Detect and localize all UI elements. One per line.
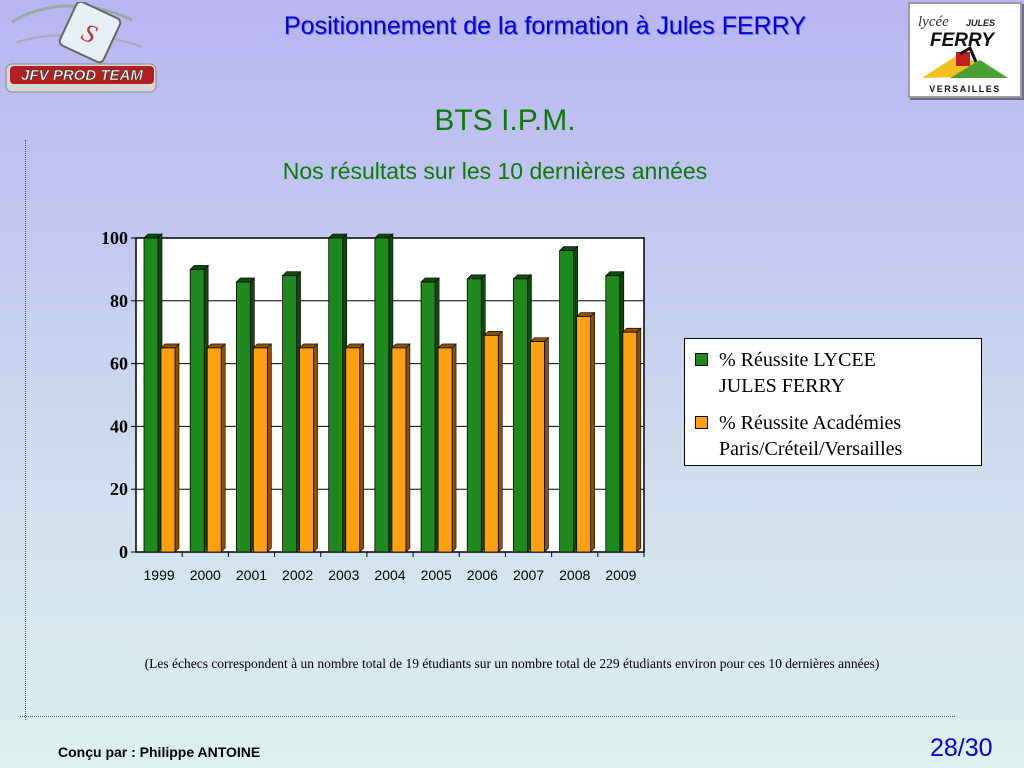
x-tick-label: 2003 — [328, 567, 359, 583]
logo-versailles: VERSAILLES — [929, 84, 1001, 94]
logo-ferry: FERRY — [930, 30, 996, 51]
horizontal-divider — [20, 716, 955, 717]
x-tick-label: 2004 — [374, 567, 405, 583]
slide-title: Positionnement de la formation à Jules F… — [283, 12, 807, 40]
bar-academies — [160, 347, 176, 553]
x-tick-label: 2005 — [421, 567, 452, 583]
vertical-divider — [25, 140, 26, 720]
bar-side — [590, 311, 595, 553]
left-logo-text: JFV PROD TEAM — [21, 67, 143, 84]
bar-lycee — [513, 278, 528, 553]
y-tick-label: 40 — [110, 416, 128, 436]
bar-side — [174, 343, 180, 553]
y-tick-label: 80 — [110, 291, 128, 311]
bar-academies — [345, 347, 361, 553]
bar-side — [451, 343, 457, 553]
bar-academies — [391, 347, 407, 553]
bar-side — [636, 327, 642, 553]
legend-label-lycee-1: % Réussite LYCEE — [719, 349, 876, 371]
bar-lycee — [235, 281, 251, 553]
x-tick-label: 1999 — [144, 567, 175, 583]
bar-lycee — [420, 281, 436, 553]
x-tick-label: 2002 — [282, 567, 313, 583]
legend-swatch-academies — [695, 416, 708, 429]
bar-lycee — [466, 278, 482, 553]
bar-lycee — [605, 275, 621, 553]
x-tick-label: 2008 — [559, 567, 590, 583]
bar-lycee — [374, 237, 390, 553]
legend-label-academies-1: % Réussite Académies — [719, 412, 902, 434]
bar-academies — [206, 347, 222, 553]
bar-side — [497, 330, 503, 553]
bar-side — [267, 343, 272, 553]
y-tick-label: 20 — [110, 479, 128, 499]
x-tick-label: 2006 — [467, 567, 498, 583]
bar-academies — [576, 316, 592, 553]
bar-lycee — [328, 237, 344, 553]
y-tick-label: 60 — [110, 354, 128, 374]
bar-lycee — [143, 237, 159, 553]
bar-lycee — [282, 275, 297, 553]
bar-academies — [437, 347, 453, 553]
chart-legend: % Réussite LYCEE JULES FERRY % Réussite … — [684, 338, 982, 466]
author-credit: Conçu par : Philippe ANTOINE — [58, 744, 261, 760]
bar-academies — [530, 341, 545, 553]
legend-swatch-lycee — [695, 353, 708, 366]
x-tick-label: 2007 — [513, 567, 544, 583]
bar-side — [313, 343, 318, 553]
lycee-jules-ferry-logo: lycée JULES FERRY VERSAILLES — [908, 2, 1022, 98]
bar-lycee — [559, 250, 575, 553]
legend-label-academies-2: Paris/Créteil/Versailles — [719, 438, 903, 460]
legend-label-lycee-2: JULES FERRY — [719, 375, 846, 397]
logo-jules: JULES — [966, 18, 995, 28]
bar-academies — [299, 347, 314, 553]
x-tick-label: 2009 — [605, 567, 636, 583]
bar-lycee — [189, 268, 205, 553]
bar-academies — [622, 331, 638, 553]
logo-lycee: lycée — [918, 14, 949, 30]
jfv-prod-team-logo: S JFV PROD TEAM — [2, 0, 158, 94]
x-tick-label: 2000 — [190, 567, 221, 583]
chart-heading: BTS I.P.M. — [434, 104, 576, 137]
bar-side — [359, 343, 365, 553]
bar-side — [405, 343, 411, 553]
bar-side — [544, 336, 549, 553]
bar-academies — [252, 347, 268, 553]
chart-subheading: Nos résultats sur les 10 dernières année… — [282, 158, 708, 184]
x-tick-label: 2001 — [236, 567, 267, 583]
y-tick-label: 100 — [101, 228, 128, 248]
y-tick-label: 0 — [119, 542, 128, 562]
bar-side — [220, 343, 226, 553]
page-number: 28/30 — [930, 734, 993, 762]
footnote: (Les échecs correspondent à un nombre to… — [144, 656, 880, 671]
bar-academies — [483, 334, 499, 553]
